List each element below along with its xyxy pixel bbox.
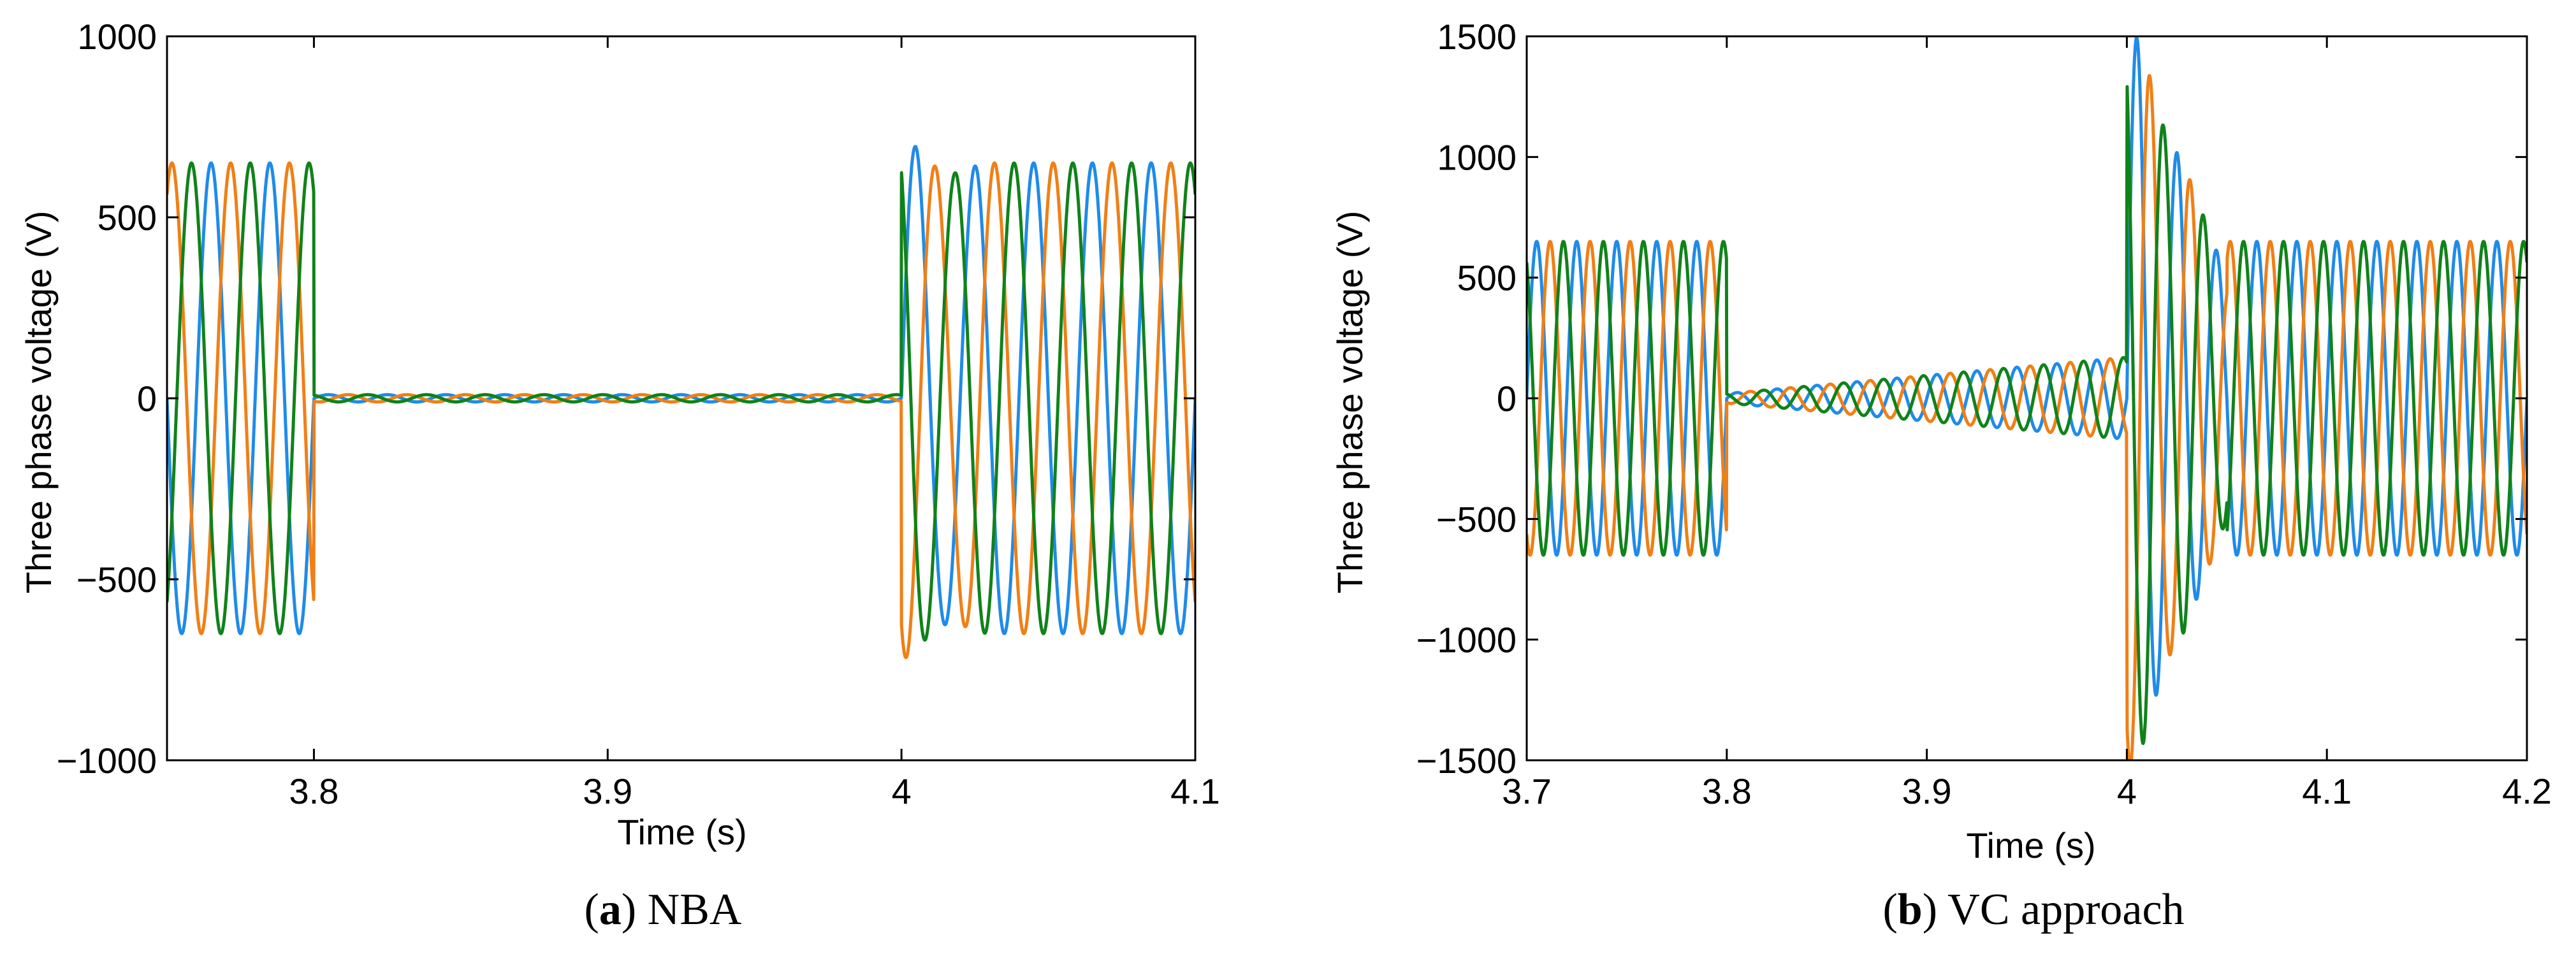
panel-b-ytick-label: −500 bbox=[1436, 499, 1517, 539]
panel-a-ytick-label: 1000 bbox=[77, 17, 157, 57]
panel-a-xtick-label: 4 bbox=[892, 771, 912, 811]
panel-b-xtick-label: 3.8 bbox=[1702, 771, 1752, 811]
panel-a-caption: (a) NBA bbox=[585, 885, 742, 934]
panel-b-xtick-label: 3.9 bbox=[1902, 771, 1952, 811]
panel-a-series-1-line bbox=[167, 145, 1195, 635]
panel-b-xtick-label: 4 bbox=[2117, 771, 2137, 811]
panel-a-ytick-label: −500 bbox=[76, 560, 157, 600]
panel-b-ylabel: Three phase voltage (V) bbox=[1330, 211, 1370, 594]
panel-a-traces bbox=[167, 145, 1195, 660]
panel-a-xtick-label: 3.8 bbox=[289, 771, 338, 811]
panel-a-caption-text: NBA bbox=[648, 885, 742, 934]
panel-a-ytick-label: −1000 bbox=[57, 741, 157, 781]
panel-b-series-1-line bbox=[1527, 36, 2527, 697]
panel-b-xtick-label: 4.1 bbox=[2302, 771, 2352, 811]
chart-panel-b: Three phase voltage (V) Time (s) (b) VC … bbox=[1330, 17, 2552, 934]
panel-a-xtick-label: 4.1 bbox=[1170, 771, 1220, 811]
panel-a-xtick-label: 3.9 bbox=[583, 771, 632, 811]
panel-b-caption-text: VC approach bbox=[1947, 885, 2184, 934]
panel-b-series-2-line bbox=[1527, 74, 2527, 760]
panel-b-ytick-label: 0 bbox=[1497, 379, 1517, 419]
panel-b-ytick-label: 1500 bbox=[1437, 17, 1517, 57]
panel-b-caption: (b) VC approach bbox=[1882, 885, 2184, 934]
panel-a-xlabel: Time (s) bbox=[617, 812, 746, 852]
panel-b-ytick-label: −1500 bbox=[1416, 741, 1517, 781]
panel-b-caption-letter: b bbox=[1898, 885, 1923, 934]
panel-b-ytick-label: 500 bbox=[1457, 258, 1517, 298]
panel-a-ytick-label: 500 bbox=[98, 198, 157, 238]
panel-b-ytick-label: 1000 bbox=[1437, 137, 1517, 177]
panel-b-xtick-label: 4.2 bbox=[2502, 771, 2552, 811]
panel-b-xtick-label: 3.7 bbox=[1502, 771, 1552, 811]
panel-a-ylabel: Three phase voltage (V) bbox=[18, 211, 59, 594]
panel-b-xlabel: Time (s) bbox=[1966, 825, 2095, 865]
panel-a-caption-letter: a bbox=[599, 885, 622, 934]
panel-a-series-3-line bbox=[167, 161, 1195, 642]
panel-a-ytick-label: 0 bbox=[137, 379, 157, 419]
chart-panel-a: Three phase voltage (V) Time (s) (a) NBA… bbox=[18, 17, 1220, 934]
panel-b-traces bbox=[1527, 36, 2527, 760]
panel-b-series-3-line bbox=[1527, 85, 2527, 745]
panel-b-ytick-label: −1000 bbox=[1416, 620, 1517, 660]
